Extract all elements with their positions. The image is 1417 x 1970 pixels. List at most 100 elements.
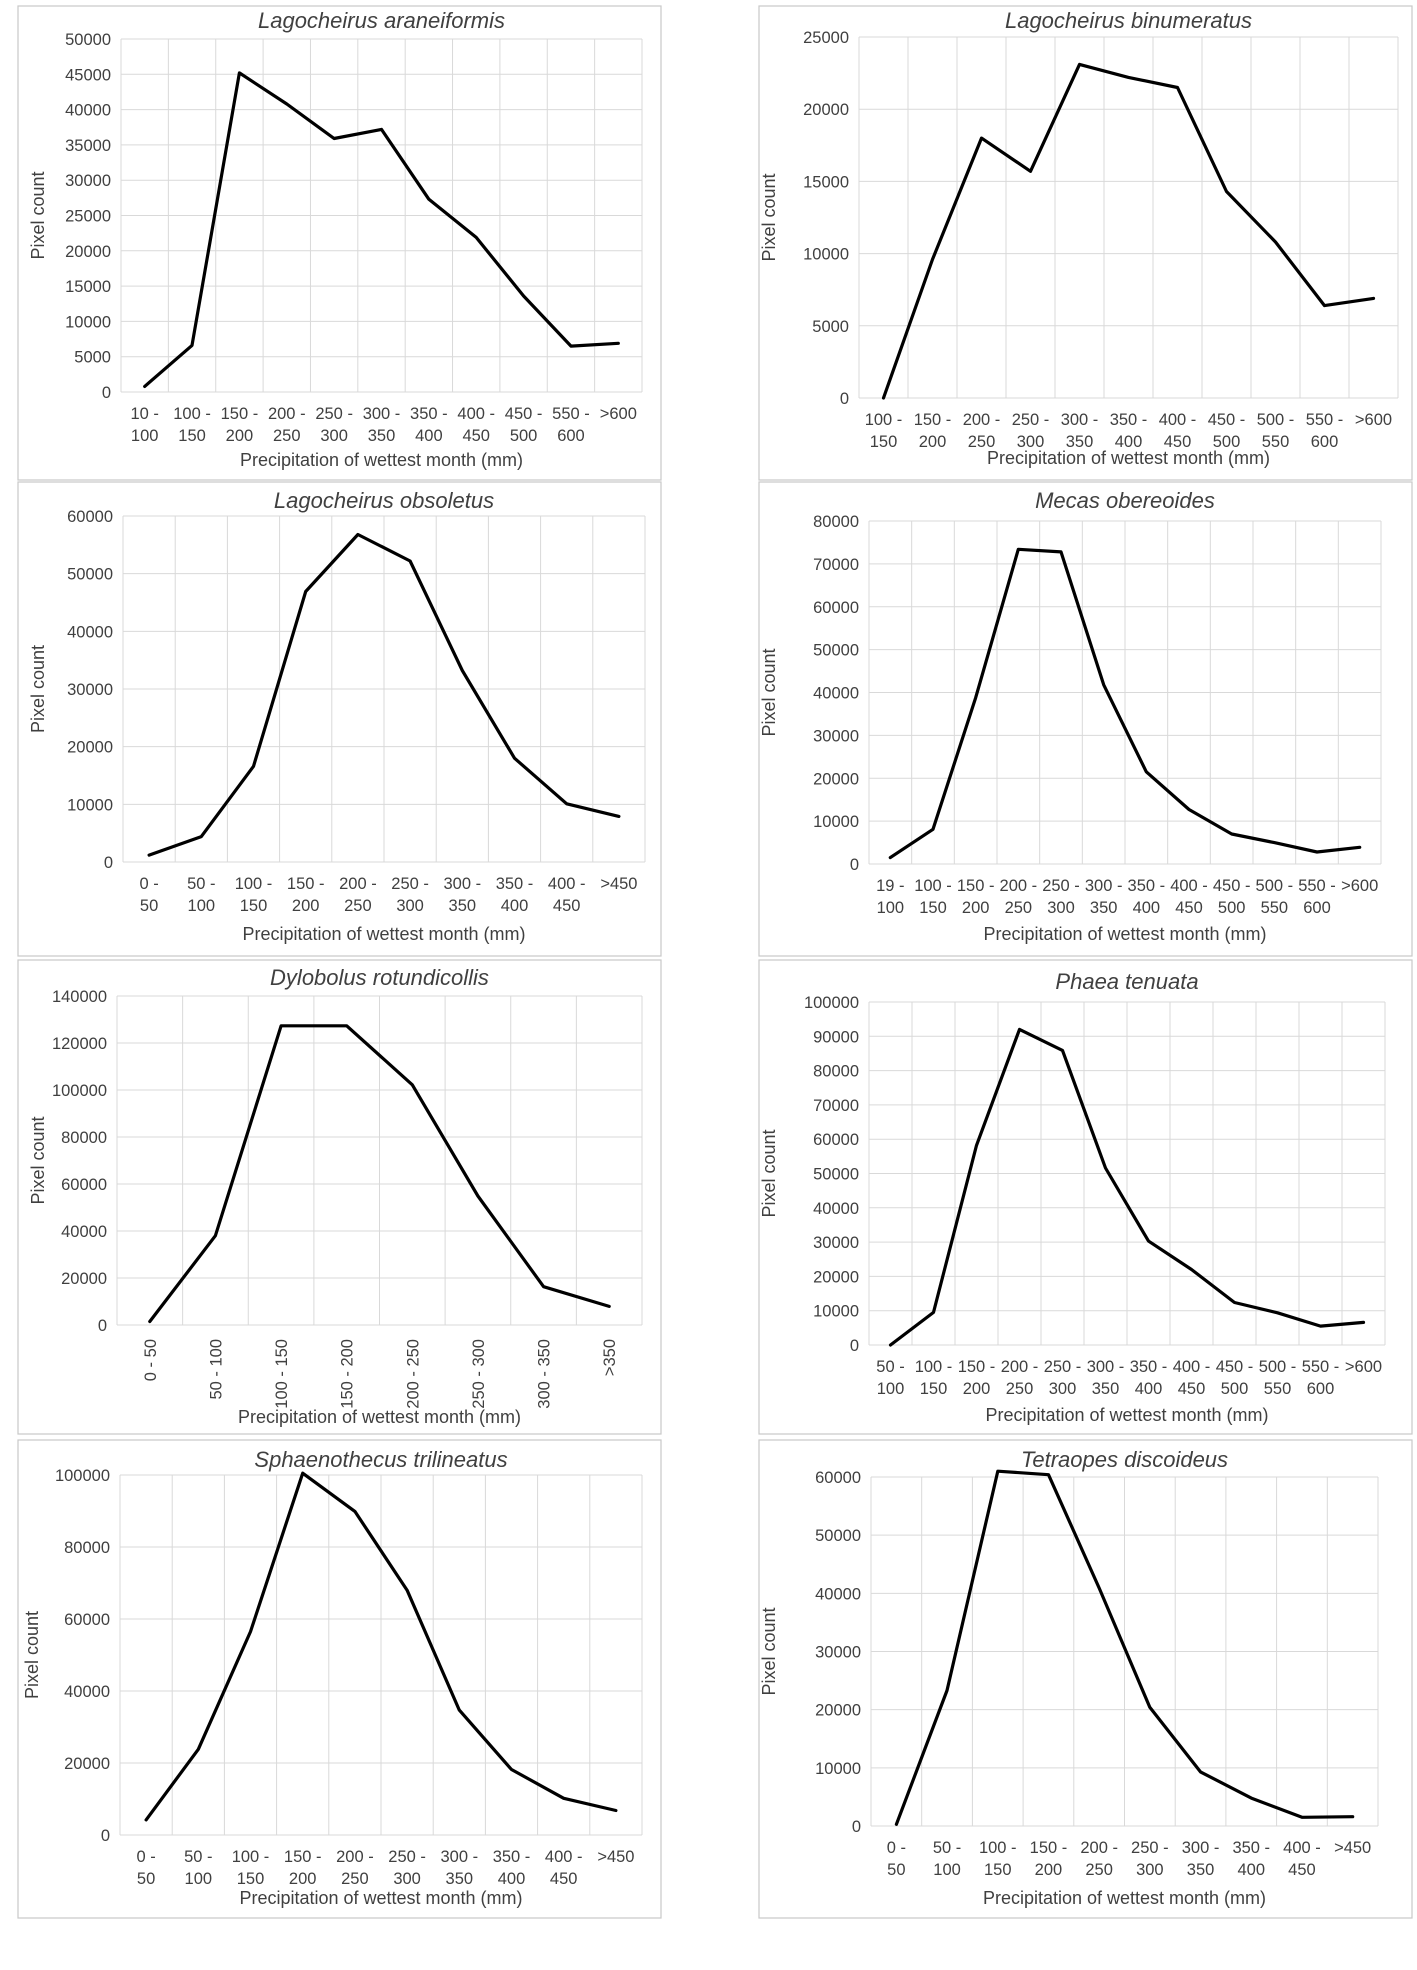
x-tick-label: 350 -400 bbox=[1232, 1839, 1270, 1879]
y-tick-label: 10000 bbox=[813, 1303, 859, 1321]
y-tick-label: 80000 bbox=[64, 1539, 110, 1557]
y-tick-label: 50000 bbox=[813, 642, 859, 660]
x-tick-label: 150 -200 bbox=[221, 405, 259, 445]
y-tick-label: 30000 bbox=[67, 681, 113, 699]
x-tick-label: 150 -200 bbox=[957, 877, 995, 917]
x-tick-label: 500 -550 bbox=[1257, 411, 1295, 451]
y-tick-label: 80000 bbox=[61, 1129, 107, 1147]
chart-panel-8: 0 10000 20000 30000 40000 50000 60000 0 -50 50 -… bbox=[758, 1439, 1413, 1919]
x-tick-label: 200 -250 bbox=[1080, 1839, 1118, 1879]
x-tick-label: 400 -450 bbox=[545, 1848, 583, 1888]
x-tick-label: 400 -450 bbox=[548, 875, 586, 915]
x-axis-title: Precipitation of wettest month (mm) bbox=[983, 924, 1266, 944]
y-tick-label: 40000 bbox=[64, 1683, 110, 1701]
y-tick-label: 0 bbox=[850, 856, 859, 874]
chart-title: Dylobolus rotundicollis bbox=[270, 965, 489, 990]
chart-frame bbox=[758, 1439, 1413, 1919]
y-tick-label: 60000 bbox=[64, 1611, 110, 1629]
x-tick-label: 100 -150 bbox=[915, 1358, 953, 1398]
y-tick-label: 60000 bbox=[813, 599, 859, 617]
data-series-line bbox=[888, 547, 1362, 860]
y-tick-label: 50000 bbox=[67, 566, 113, 584]
x-tick-label: 300 -350 bbox=[443, 875, 481, 915]
y-axis-title: Pixel count bbox=[28, 645, 48, 733]
y-tick-label: 100000 bbox=[52, 1082, 107, 1100]
x-axis-title: Precipitation of wettest month (mm) bbox=[983, 1888, 1266, 1908]
y-tick-label: 20000 bbox=[61, 1270, 107, 1288]
x-tick-label: 0 -50 bbox=[887, 1839, 906, 1879]
chart-title: Lagocheirus araneiformis bbox=[258, 8, 505, 33]
y-tick-label: 70000 bbox=[813, 1097, 859, 1115]
y-tick-label: 10000 bbox=[803, 246, 849, 264]
chart-title: Lagocheirus binumeratus bbox=[1005, 8, 1252, 33]
y-tick-label: 0 bbox=[850, 1337, 859, 1355]
chart-panel-1: 0 5000 10000 15000 20000 25000 30000 35000 40000… bbox=[17, 5, 662, 481]
x-tick-label: 350 -400 bbox=[493, 1848, 531, 1888]
y-tick-label: 25000 bbox=[65, 208, 111, 226]
x-tick-label: 400 -450 bbox=[1170, 877, 1208, 917]
data-series-line bbox=[147, 532, 621, 857]
y-tick-label: 100000 bbox=[804, 994, 859, 1012]
x-tick-label: 450 -500 bbox=[1213, 877, 1251, 917]
x-tick-label: >450 bbox=[1334, 1839, 1371, 1857]
x-tick-label: 350 -400 bbox=[1128, 877, 1166, 917]
x-tick-label: 100 -150 bbox=[865, 411, 903, 451]
x-tick-label: 50 -100 bbox=[187, 875, 215, 915]
x-tick-label: 250 -300 bbox=[1044, 1358, 1082, 1398]
y-tick-label: 20000 bbox=[67, 739, 113, 757]
chart-panel-6: 0 10000 20000 30000 40000 50000 60000 70000 8000… bbox=[758, 959, 1413, 1435]
y-tick-label: 20000 bbox=[815, 1702, 861, 1720]
x-tick-label: 400 -450 bbox=[1159, 411, 1197, 451]
chart-frame bbox=[758, 5, 1413, 481]
x-tick-label: 500 -550 bbox=[1259, 1358, 1297, 1398]
y-tick-label: 45000 bbox=[65, 66, 111, 84]
y-tick-label: 50000 bbox=[65, 31, 111, 49]
x-tick-label: 450 -500 bbox=[1216, 1358, 1254, 1398]
x-tick-label: 300 -350 bbox=[1061, 411, 1099, 451]
y-tick-label: 5000 bbox=[812, 318, 849, 336]
x-tick-label: 100 -150 bbox=[235, 875, 273, 915]
y-tick-label: 0 bbox=[840, 390, 849, 408]
x-tick-label: 350 -400 bbox=[1110, 411, 1148, 451]
x-tick-label: 150 - 200 bbox=[339, 1339, 357, 1409]
data-series-line bbox=[148, 1024, 611, 1324]
y-tick-label: 10000 bbox=[67, 796, 113, 814]
x-tick-label: 550 -600 bbox=[552, 405, 590, 445]
y-tick-label: 20000 bbox=[64, 1755, 110, 1773]
x-axis-title: Precipitation of wettest month (mm) bbox=[240, 450, 523, 470]
x-tick-label: 50 -100 bbox=[184, 1848, 212, 1888]
y-tick-label: 60000 bbox=[61, 1176, 107, 1194]
x-tick-label: 500 -550 bbox=[1256, 877, 1294, 917]
chart-panel-5: 0 20000 40000 60000 80000 100000 120000 140000 0… bbox=[17, 959, 662, 1435]
x-tick-label: 550 -600 bbox=[1306, 411, 1344, 451]
x-tick-label: >600 bbox=[1345, 1358, 1382, 1376]
y-tick-label: 15000 bbox=[65, 278, 111, 296]
y-tick-label: 80000 bbox=[813, 513, 859, 531]
y-tick-label: 40000 bbox=[815, 1585, 861, 1603]
x-tick-label: 250 -300 bbox=[1012, 411, 1050, 451]
x-tick-label: 0 - 50 bbox=[142, 1339, 160, 1381]
x-tick-label: 100 -150 bbox=[979, 1839, 1017, 1879]
y-tick-label: 90000 bbox=[813, 1028, 859, 1046]
y-tick-label: 35000 bbox=[65, 137, 111, 155]
chart-panel-4: 0 10000 20000 30000 40000 50000 60000 70000 8000… bbox=[758, 481, 1413, 957]
y-axis-title: Pixel count bbox=[22, 1611, 42, 1699]
x-tick-label: 50 -100 bbox=[876, 1358, 904, 1398]
x-tick-label: 250 - 300 bbox=[470, 1339, 488, 1409]
x-tick-label: 0 -50 bbox=[139, 875, 158, 915]
chart-frame bbox=[17, 5, 662, 481]
chart-title: Lagocheirus obsoletus bbox=[274, 488, 494, 513]
chart-title: Tetraopes discoideus bbox=[1021, 1447, 1228, 1472]
x-tick-label: 250 -300 bbox=[1042, 877, 1080, 917]
x-tick-label: 300 -350 bbox=[1182, 1839, 1220, 1879]
x-tick-label: 150 -200 bbox=[958, 1358, 996, 1398]
x-tick-label: 250 -300 bbox=[315, 405, 353, 445]
x-tick-label: 19 -100 bbox=[876, 877, 904, 917]
y-tick-label: 60000 bbox=[813, 1131, 859, 1149]
y-tick-label: 30000 bbox=[65, 172, 111, 190]
x-tick-label: 300 - 350 bbox=[536, 1339, 554, 1409]
x-tick-label: 0 -50 bbox=[136, 1848, 155, 1888]
x-tick-label: 100 -150 bbox=[232, 1848, 270, 1888]
chart-frame bbox=[17, 959, 662, 1435]
y-axis-title: Pixel count bbox=[759, 173, 779, 261]
